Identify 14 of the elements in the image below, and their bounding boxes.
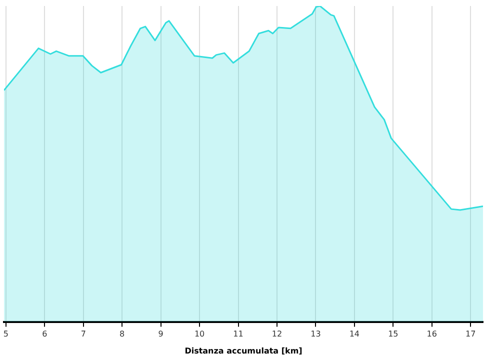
x-tick-label: 13 [310,330,321,339]
x-tick-label: 6 [42,330,48,339]
x-tick-label: 15 [388,330,398,339]
x-tick-label: 17 [466,330,476,339]
x-tick-label: 9 [158,330,164,339]
x-tick-label: 10 [194,330,205,339]
x-tick-label: 12 [272,330,282,339]
x-tick-label: 7 [80,330,86,339]
x-tick-label: 8 [120,330,125,339]
x-tick-label: 16 [426,330,437,339]
x-tick-label: 14 [349,330,360,339]
x-axis-title: Distanza accumulata [km] [184,346,302,356]
x-tick-label: 5 [3,330,8,339]
x-tick-label: 11 [233,330,244,339]
